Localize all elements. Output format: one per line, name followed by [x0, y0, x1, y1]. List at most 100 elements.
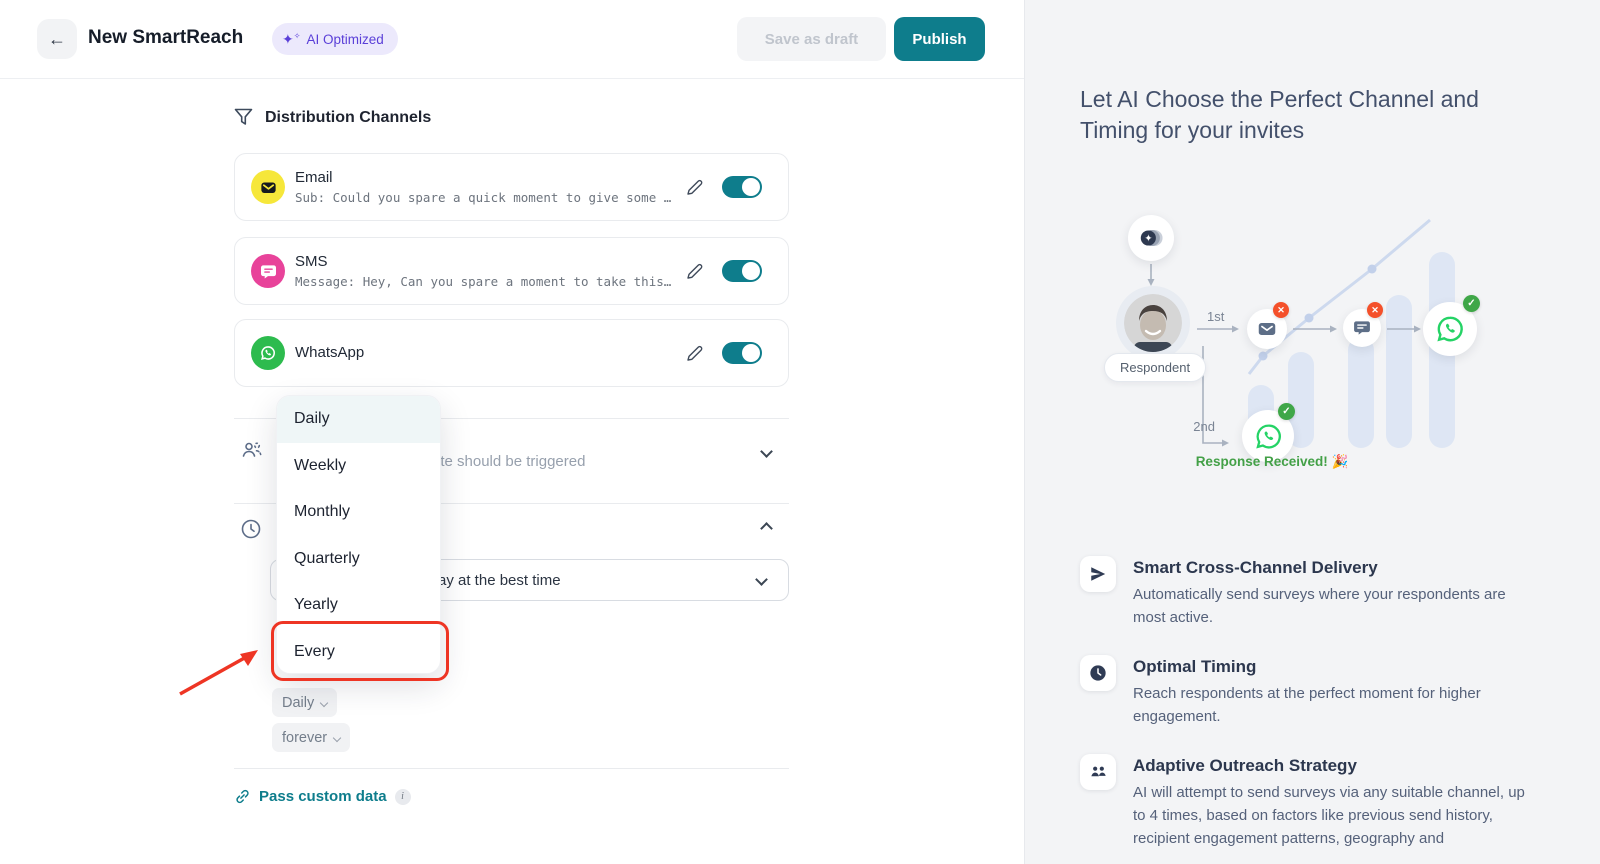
sms-toggle[interactable]: [722, 260, 762, 282]
distribution-channels-heading: Distribution Channels: [234, 108, 431, 127]
header-bar: ← New SmartReach ✦✧ AI Optimized Save as…: [0, 0, 1024, 79]
send-icon: [1080, 556, 1116, 592]
edit-whatsapp-icon[interactable]: [684, 342, 706, 364]
edit-email-icon[interactable]: [684, 176, 706, 198]
background-chart-graphic: [1147, 218, 1455, 448]
respondent-avatar: [1116, 286, 1190, 360]
trigger-summary-text: ite should be triggered: [437, 453, 586, 470]
publish-button[interactable]: Publish: [894, 17, 985, 61]
back-button[interactable]: ←: [37, 19, 77, 59]
email-toggle[interactable]: [722, 176, 762, 198]
feature-list: Smart Cross-Channel Delivery Automatical…: [1080, 556, 1550, 864]
frequency-chip[interactable]: Daily: [272, 688, 338, 717]
main-content-area: ← New SmartReach ✦✧ AI Optimized Save as…: [0, 0, 1024, 805]
back-arrow-icon: ←: [48, 28, 66, 49]
sms-channel-text: SMS Message: Hey, Can you spare a moment…: [295, 253, 684, 289]
dropdown-item-monthly[interactable]: Monthly: [294, 503, 351, 521]
dropdown-item-yearly[interactable]: Yearly: [294, 596, 338, 614]
feature-title: Optimal Timing: [1133, 657, 1257, 676]
first-attempt-label: 1st: [1207, 309, 1225, 324]
whatsapp-toggle-knob: [742, 344, 760, 362]
whatsapp-channel-icon: [251, 336, 285, 370]
whatsapp-icon: [1255, 423, 1281, 448]
feature-text: Smart Cross-Channel Delivery Automatical…: [1133, 556, 1541, 629]
save-as-draft-button[interactable]: Save as draft: [737, 17, 886, 61]
ai-flow-illustration: ✦ Respondent 1st 2nd ✕: [1025, 190, 1600, 490]
clock-filled-icon: [1080, 655, 1116, 691]
people-icon: [1080, 754, 1116, 790]
sms-channel-preview: Message: Hey, Can you spare a moment to …: [295, 274, 672, 289]
feature-text: Optimal Timing Reach respondents at the …: [1133, 655, 1541, 728]
divider: [234, 418, 789, 419]
email-icon: [1258, 323, 1276, 335]
email-channel-text: Email Sub: Could you spare a quick momen…: [295, 169, 684, 205]
sms-toggle-knob: [742, 262, 760, 280]
frequency-dropdown-menu: Daily Weekly Monthly Quarterly Yearly Ev…: [276, 395, 441, 674]
channel-card-email: Email Sub: Could you spare a quick momen…: [234, 153, 789, 221]
recipients-icon: [242, 442, 262, 457]
channel-card-whatsapp: WhatsApp: [234, 319, 789, 387]
frequency-chip-label: Daily: [282, 694, 315, 711]
divider: [234, 503, 789, 504]
sms-icon: [1354, 321, 1370, 335]
page-title: New SmartReach: [88, 27, 244, 48]
dropdown-item-daily[interactable]: Daily: [277, 396, 440, 443]
whatsapp-toggle[interactable]: [722, 342, 762, 364]
section-title: Distribution Channels: [265, 108, 432, 126]
link-icon: [236, 789, 249, 804]
sms-channel-icon: [251, 254, 285, 288]
sparkles-icon: ✦✧: [282, 31, 301, 47]
whatsapp-channel-name: WhatsApp: [295, 344, 365, 361]
annotation-arrow: [179, 650, 258, 696]
pass-custom-data-label: Pass custom data: [259, 788, 387, 805]
response-received-label: Response Received! 🎉: [1195, 454, 1349, 469]
divider: [234, 768, 789, 769]
success-badge-icon: ✓: [1463, 295, 1480, 312]
feature-title: Adaptive Outreach Strategy: [1133, 756, 1357, 775]
funnel-icon: [234, 108, 253, 125]
edit-sms-icon[interactable]: [684, 260, 706, 282]
chevron-up-icon[interactable]: [760, 522, 773, 535]
info-icon[interactable]: i: [394, 788, 411, 805]
ai-orb-icon: ✦: [1140, 230, 1163, 246]
whatsapp-icon: [1437, 316, 1463, 342]
chevron-down-icon: [319, 698, 329, 707]
email-channel-icon: [251, 170, 285, 204]
channel-card-sms: SMS Message: Hey, Can you spare a moment…: [234, 237, 789, 305]
ai-badge-label: AI Optimized: [306, 31, 384, 47]
svg-text:✦: ✦: [1144, 234, 1152, 245]
respondent-label: Respondent: [1104, 353, 1207, 382]
ai-optimized-badge: ✦✧ AI Optimized: [272, 23, 398, 55]
success-badge-icon: ✓: [1278, 403, 1295, 420]
feature-title: Smart Cross-Channel Delivery: [1133, 558, 1378, 577]
second-attempt-label: 2nd: [1193, 419, 1215, 434]
clock-icon: [241, 519, 261, 539]
duration-chip-label: forever: [282, 729, 328, 746]
sms-channel-name: SMS: [295, 253, 328, 270]
chevron-down-icon: [332, 733, 342, 742]
panel-title: Let AI Choose the Perfect Channel and Ti…: [1080, 86, 1479, 143]
dropdown-item-every[interactable]: Every: [294, 642, 335, 660]
feature-optimal-timing: Optimal Timing Reach respondents at the …: [1080, 655, 1550, 728]
chevron-down-icon: [755, 573, 768, 586]
chevron-down-icon[interactable]: [760, 445, 773, 458]
whatsapp-channel-text: WhatsApp: [295, 344, 684, 362]
feature-description: Reach respondents at the perfect moment …: [1133, 685, 1481, 725]
email-channel-preview: Sub: Could you spare a quick moment to g…: [295, 190, 672, 205]
feature-cross-channel: Smart Cross-Channel Delivery Automatical…: [1080, 556, 1550, 629]
pass-custom-data-link[interactable]: Pass custom data i: [234, 788, 411, 805]
failed-badge-icon: ✕: [1367, 302, 1383, 318]
feature-description: AI will attempt to send surveys via any …: [1133, 784, 1525, 847]
dropdown-item-quarterly[interactable]: Quarterly: [294, 549, 360, 567]
feature-text: Adaptive Outreach Strategy AI will attem…: [1133, 754, 1541, 850]
duration-chip[interactable]: forever: [272, 723, 351, 752]
best-time-select-value: ay at the best time: [438, 571, 561, 589]
feature-description: Automatically send surveys where your re…: [1133, 586, 1506, 626]
respondent-photo: [1124, 294, 1182, 352]
email-channel-name: Email: [295, 169, 333, 186]
ai-info-panel: Let AI Choose the Perfect Channel and Ti…: [1024, 0, 1600, 864]
email-toggle-knob: [742, 178, 760, 196]
feature-adaptive-outreach: Adaptive Outreach Strategy AI will attem…: [1080, 754, 1550, 850]
dropdown-item-weekly[interactable]: Weekly: [294, 456, 347, 474]
sms-attempt-node: [1343, 309, 1381, 347]
